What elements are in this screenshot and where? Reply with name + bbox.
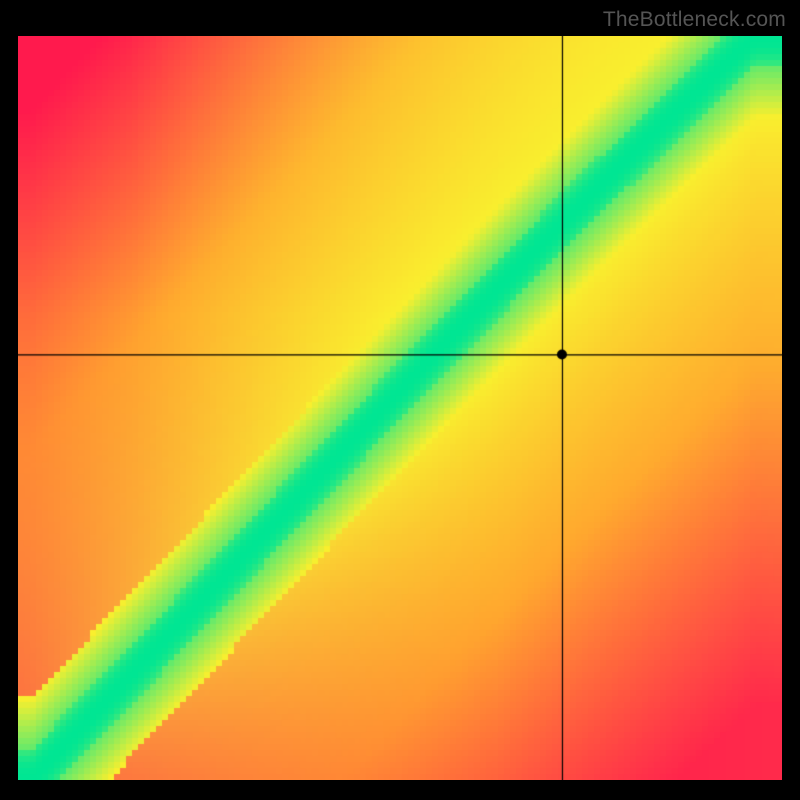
heatmap-frame (18, 36, 782, 780)
watermark-text: TheBottleneck.com (603, 8, 786, 32)
chart-container: TheBottleneck.com (0, 0, 800, 800)
bottleneck-heatmap (18, 36, 782, 780)
